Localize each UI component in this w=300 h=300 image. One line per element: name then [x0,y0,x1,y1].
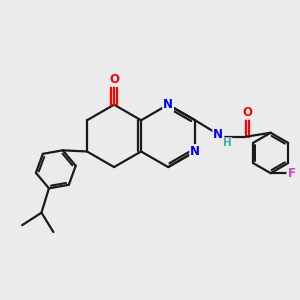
Text: F: F [287,167,296,180]
Text: O: O [243,106,253,119]
Text: N: N [213,128,223,141]
Text: H: H [223,138,232,148]
Text: N: N [190,145,200,158]
Text: N: N [163,98,173,111]
Text: O: O [109,73,119,86]
